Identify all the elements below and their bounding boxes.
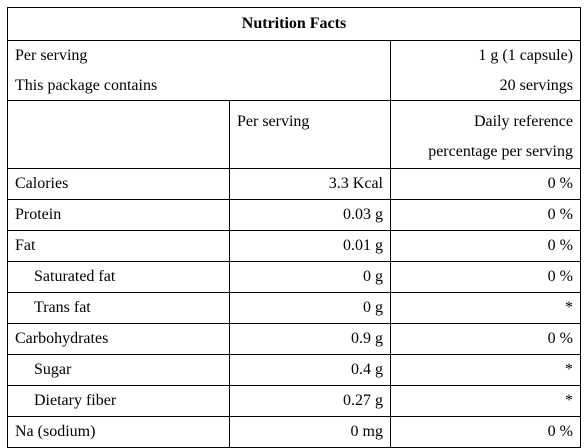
nutrient-name: Calories	[7, 168, 230, 200]
package-label: This package contains	[7, 71, 391, 101]
nutrient-daily: 0 %	[390, 199, 581, 231]
nutrient-amount: 0 g	[229, 261, 391, 293]
header-cell: Per serving	[229, 100, 391, 169]
nutrient-daily: *	[390, 354, 581, 386]
nutrient-amount: 0.9 g	[229, 323, 391, 355]
nutrient-name: Dietary fiber	[7, 385, 230, 417]
header-line: Daily reference	[473, 113, 573, 130]
nutrient-amount: 0.27 g	[229, 385, 391, 417]
nutrition-table: Nutrition Facts Per serving 1 g (1 capsu…	[7, 7, 581, 448]
serving-row: Per serving 1 g (1 capsule)	[7, 40, 581, 71]
nutrient-name: Trans fat	[7, 292, 230, 324]
nutrient-daily: 0 %	[390, 416, 581, 448]
nutrient-row: Trans fat 0 g *	[7, 292, 581, 324]
nutrient-row: Calories 3.3 Kcal 0 %	[7, 168, 581, 200]
title: Nutrition Facts	[7, 7, 581, 41]
nutrient-row: Dietary fiber 0.27 g *	[7, 385, 581, 417]
nutrient-amount: 0 mg	[229, 416, 391, 448]
nutrient-amount: 0.4 g	[229, 354, 391, 386]
package-value: 20 servings	[390, 71, 581, 101]
nutrient-name: Sugar	[7, 354, 230, 386]
table-body: Nutrition Facts Per serving 1 g (1 capsu…	[7, 7, 581, 448]
nutrient-name: Protein	[7, 199, 230, 231]
title-row: Nutrition Facts	[7, 7, 581, 41]
nutrient-daily: 0 %	[390, 230, 581, 262]
nutrient-daily: 0 %	[390, 323, 581, 355]
nutrient-daily: 0 %	[390, 261, 581, 293]
header-empty	[7, 100, 230, 169]
header-cell: Daily reference percentage per serving	[390, 100, 581, 169]
nutrient-daily: *	[390, 385, 581, 417]
package-row: This package contains 20 servings	[7, 71, 581, 101]
header-row: Per serving Daily reference percentage p…	[7, 100, 581, 169]
nutrient-daily: *	[390, 292, 581, 324]
nutrient-name: Na (sodium)	[7, 416, 230, 448]
nutrient-amount: 3.3 Kcal	[229, 168, 391, 200]
header-line: percentage per serving	[428, 143, 573, 160]
nutrient-amount: 0.03 g	[229, 199, 391, 231]
nutrient-row: Na (sodium) 0 mg 0 %	[7, 416, 581, 448]
nutrient-row: Sugar 0.4 g *	[7, 354, 581, 386]
nutrient-name: Carbohydrates	[7, 323, 230, 355]
nutrient-name: Fat	[7, 230, 230, 262]
serving-label: Per serving	[7, 40, 391, 71]
nutrient-amount: 0.01 g	[229, 230, 391, 262]
nutrient-name: Saturated fat	[7, 261, 230, 293]
nutrient-daily: 0 %	[390, 168, 581, 200]
serving-value: 1 g (1 capsule)	[390, 40, 581, 71]
nutrient-amount: 0 g	[229, 292, 391, 324]
